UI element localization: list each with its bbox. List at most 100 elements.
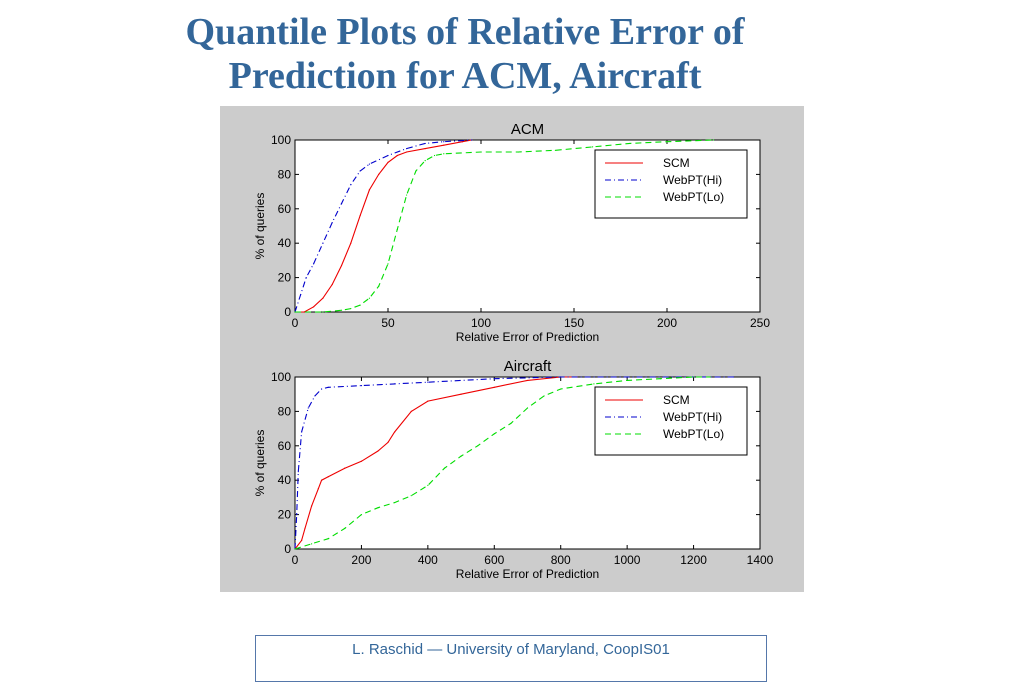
data-point <box>593 383 595 385</box>
data-point <box>305 277 307 279</box>
data-point <box>443 144 445 146</box>
y-tick-label: 60 <box>278 439 292 453</box>
data-point <box>360 460 363 462</box>
x-tick-label: 250 <box>750 316 770 330</box>
x-axis-label: Relative Error of Prediction <box>456 330 599 344</box>
data-point <box>410 495 412 497</box>
data-point <box>629 142 631 145</box>
legend-label: WebPT(Lo) <box>663 190 724 204</box>
data-point <box>350 307 352 310</box>
data-point <box>560 388 562 390</box>
data-point <box>424 142 426 145</box>
data-point <box>331 283 333 286</box>
data-point <box>592 146 594 148</box>
data-point <box>659 378 661 380</box>
data-point <box>460 393 462 395</box>
data-point <box>460 455 462 457</box>
y-tick-label: 100 <box>271 370 291 384</box>
x-tick-label: 200 <box>657 316 677 330</box>
slide-title: Quantile Plots of Relative Error of Pred… <box>130 10 800 98</box>
data-point <box>327 538 329 540</box>
data-point <box>394 383 396 385</box>
data-point <box>327 386 329 388</box>
data-point <box>394 431 396 433</box>
data-point <box>360 514 363 516</box>
data-point <box>433 154 436 157</box>
data-point <box>406 194 408 196</box>
y-tick-label: 0 <box>284 542 291 556</box>
legend <box>594 386 748 456</box>
data-point <box>543 395 545 397</box>
data-point <box>427 381 429 383</box>
data-point <box>297 471 299 473</box>
data-point <box>368 297 370 299</box>
data-point <box>327 476 329 478</box>
data-point <box>303 311 305 313</box>
data-point <box>320 479 323 481</box>
data-point <box>313 263 315 265</box>
data-point <box>712 139 715 141</box>
x-tick-label: 0 <box>292 316 299 330</box>
data-point <box>666 141 668 143</box>
data-point <box>359 170 361 172</box>
data-point <box>387 154 389 157</box>
x-tick-label: 400 <box>418 553 438 567</box>
data-point <box>377 450 379 452</box>
data-point <box>314 395 316 397</box>
data-point <box>304 527 306 529</box>
y-tick-label: 20 <box>278 271 292 285</box>
data-point <box>526 379 529 382</box>
data-point <box>344 527 346 529</box>
data-point <box>299 294 302 296</box>
data-point <box>477 445 479 447</box>
x-tick-label: 50 <box>381 316 395 330</box>
data-point <box>378 173 380 175</box>
data-point <box>294 311 296 313</box>
data-point <box>396 228 398 231</box>
data-point <box>709 376 711 378</box>
legend-label: WebPT(Lo) <box>663 427 724 441</box>
data-point <box>692 376 695 378</box>
y-tick-label: 0 <box>284 305 291 319</box>
data-point <box>626 376 628 378</box>
footer-text: L. Raschid — University of Maryland, Coo… <box>352 641 670 658</box>
x-tick-label: 0 <box>292 553 299 567</box>
x-tick-label: 800 <box>551 553 571 567</box>
data-point <box>406 148 408 150</box>
legend-label: WebPT(Hi) <box>663 173 722 187</box>
data-point <box>350 184 352 186</box>
data-point <box>427 400 429 402</box>
data-point <box>626 379 628 382</box>
data-point <box>493 433 495 435</box>
data-point <box>378 285 380 287</box>
x-axis-label: Relative Error of Prediction <box>456 567 599 581</box>
data-point <box>340 309 343 311</box>
data-point <box>350 242 352 244</box>
data-point <box>443 467 446 469</box>
y-axis-label: % of queries <box>253 430 267 497</box>
data-point <box>410 410 412 412</box>
data-point <box>368 189 370 191</box>
data-point <box>526 407 529 409</box>
slide-title-line-2: Prediction for ACM, Aircraft <box>228 55 702 97</box>
data-point <box>307 407 309 409</box>
slide-title-line-1: Quantile Plots of Relative Error of <box>185 11 745 53</box>
data-point <box>480 151 482 153</box>
series-line-webpt-lo- <box>294 376 711 550</box>
data-point <box>560 376 562 378</box>
data-point <box>406 151 408 153</box>
data-point <box>471 139 473 141</box>
data-point <box>331 221 333 224</box>
y-tick-label: 60 <box>278 202 292 216</box>
x-tick-label: 100 <box>471 316 491 330</box>
data-point <box>368 163 370 165</box>
legend-label: SCM <box>663 393 690 407</box>
data-point <box>340 203 343 205</box>
data-point <box>493 378 495 380</box>
data-point <box>301 539 303 541</box>
data-point <box>322 297 324 299</box>
legend-label: WebPT(Hi) <box>663 410 722 424</box>
x-tick-label: 1200 <box>680 553 707 567</box>
data-point <box>344 467 346 469</box>
